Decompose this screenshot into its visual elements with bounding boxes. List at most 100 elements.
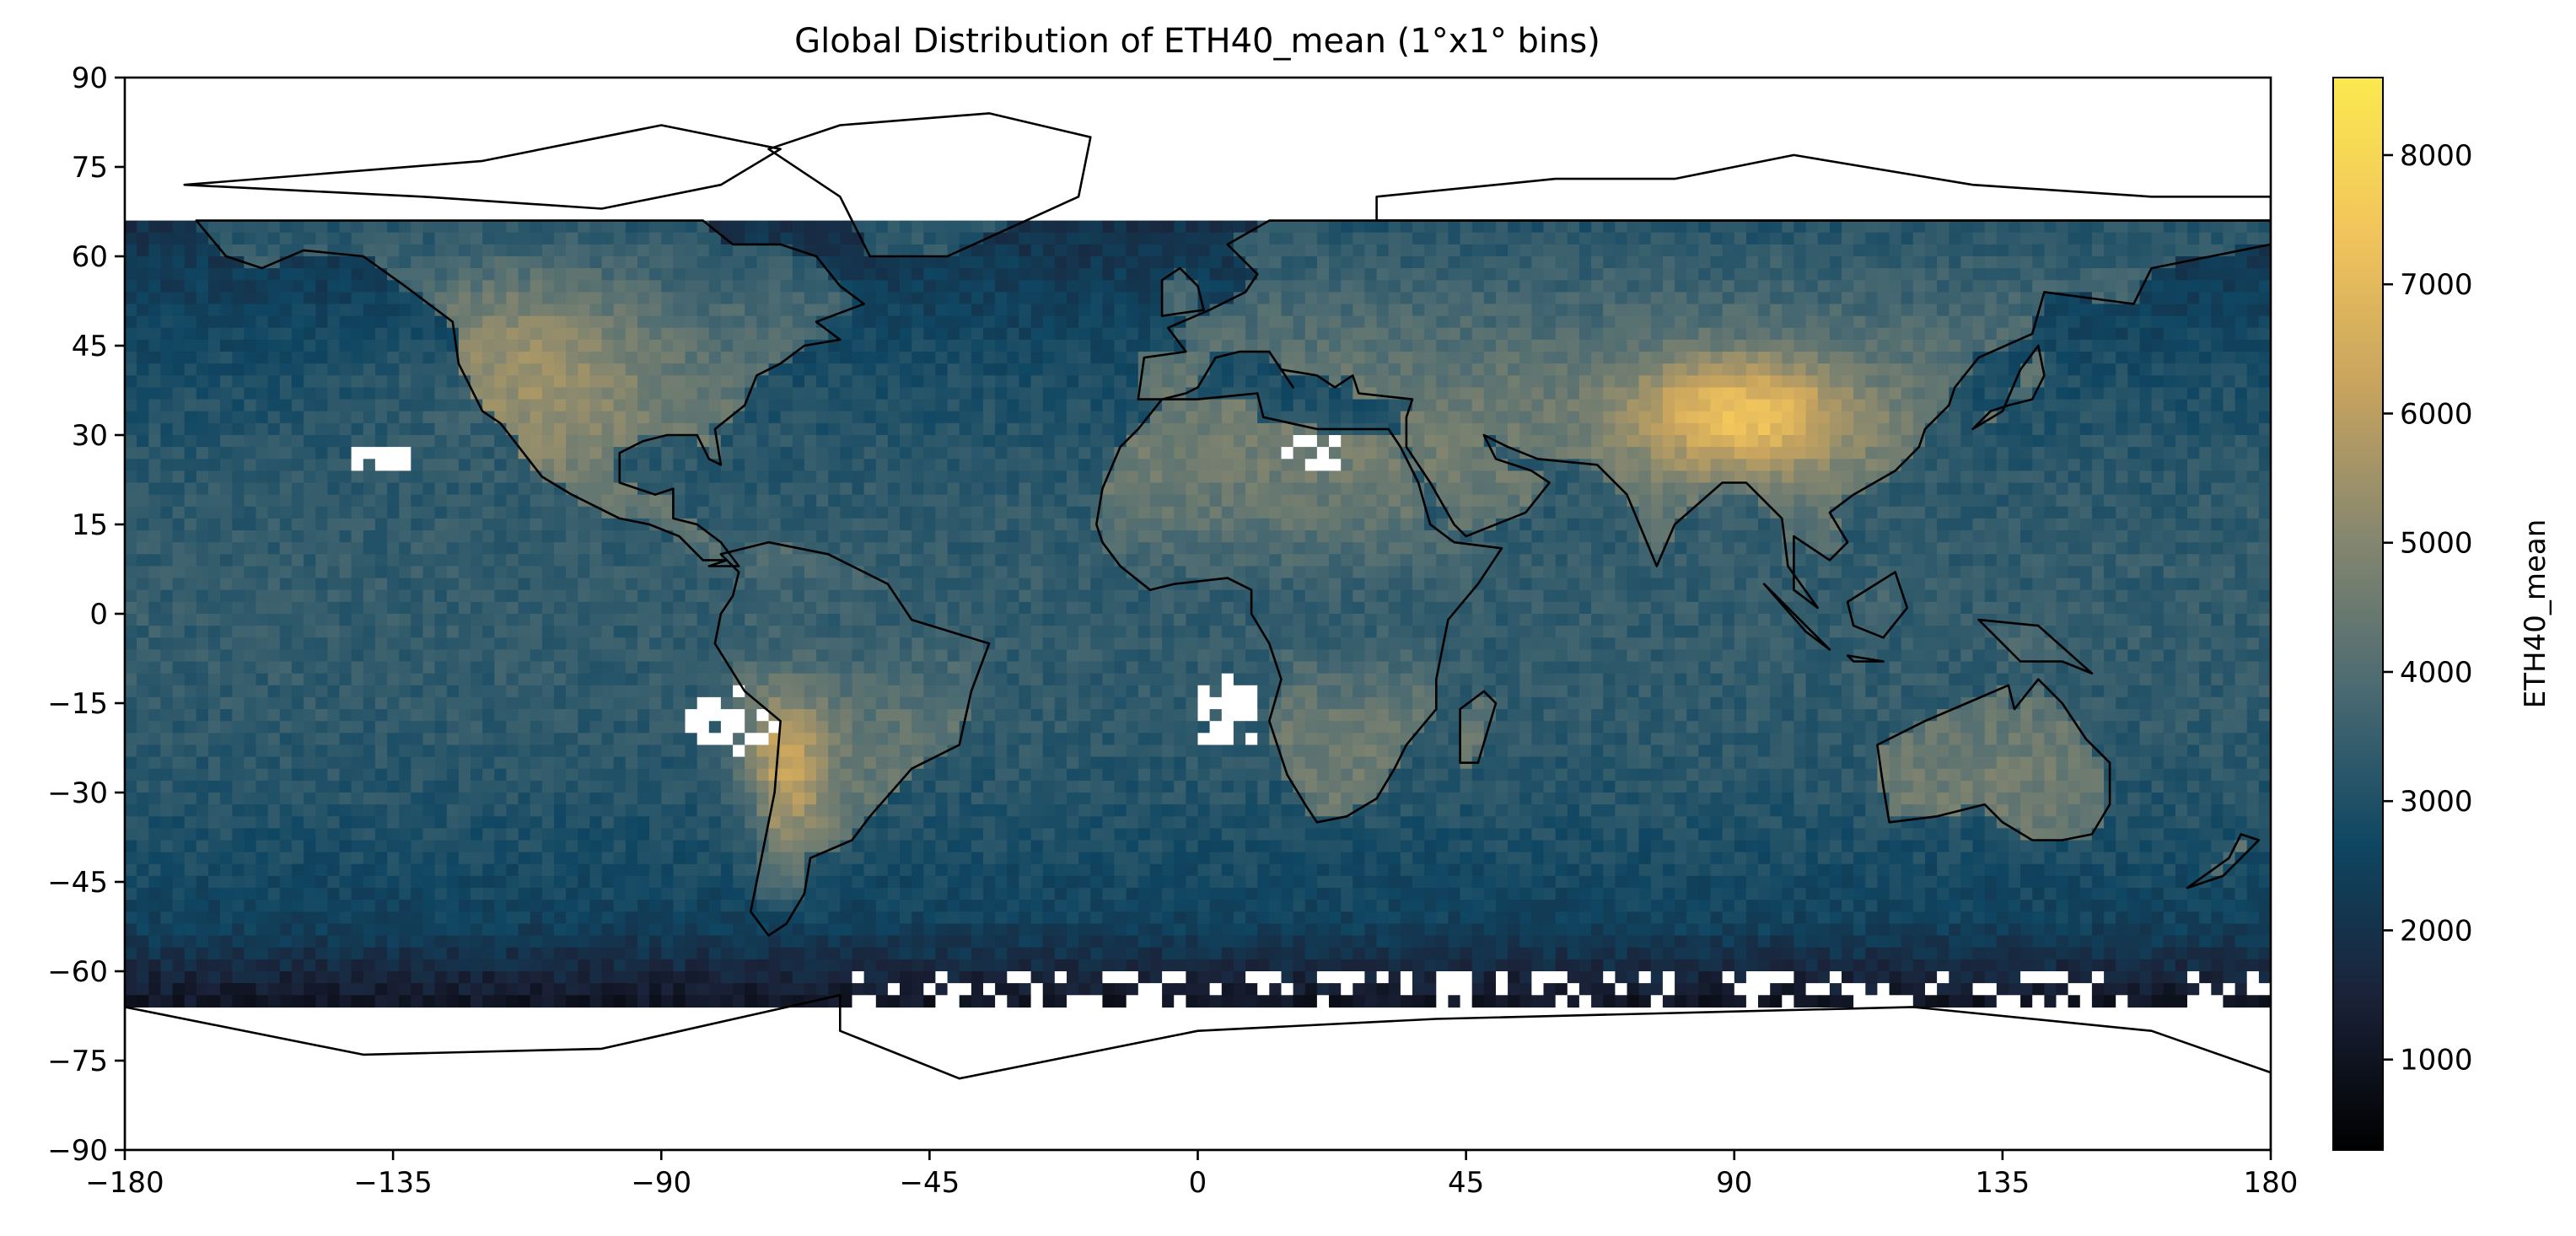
heatmap-cell bbox=[327, 256, 341, 269]
heatmap-cell bbox=[339, 387, 352, 400]
heatmap-cell bbox=[1865, 470, 1878, 484]
heatmap-cell bbox=[1591, 530, 1604, 543]
heatmap-cell bbox=[1591, 220, 1604, 234]
heatmap-cell bbox=[2139, 244, 2153, 257]
heatmap-cell bbox=[2187, 304, 2200, 317]
heatmap-cell bbox=[601, 232, 615, 245]
heatmap-cell bbox=[1877, 315, 1890, 329]
heatmap-cell bbox=[852, 459, 865, 471]
heatmap-cell bbox=[2199, 470, 2212, 484]
heatmap-cell bbox=[2139, 220, 2153, 234]
heatmap-cell bbox=[482, 506, 495, 519]
heatmap-cell bbox=[1293, 304, 1306, 317]
heatmap-cell bbox=[887, 256, 901, 269]
heatmap-cell bbox=[339, 459, 352, 471]
heatmap-cell bbox=[1090, 422, 1103, 436]
heatmap-cell bbox=[2235, 482, 2248, 496]
heatmap-cell bbox=[768, 422, 782, 436]
heatmap-cell bbox=[506, 518, 519, 531]
heatmap-cell bbox=[673, 542, 686, 555]
heatmap-cell bbox=[1030, 494, 1044, 508]
heatmap-cell bbox=[601, 542, 615, 555]
heatmap-cell bbox=[1853, 399, 1866, 412]
heatmap-cell bbox=[137, 304, 149, 317]
heatmap-cell bbox=[1567, 363, 1580, 376]
heatmap-cell bbox=[494, 494, 507, 508]
heatmap-cell bbox=[1842, 280, 1854, 293]
heatmap-cell bbox=[1209, 422, 1223, 436]
heatmap-cell bbox=[387, 363, 400, 376]
heatmap-cell bbox=[1341, 363, 1353, 376]
heatmap-cell bbox=[733, 304, 745, 317]
heatmap-cell bbox=[708, 315, 722, 329]
heatmap-cell bbox=[2008, 422, 2021, 436]
heatmap-cell bbox=[1698, 435, 1711, 448]
heatmap-cell bbox=[1578, 422, 1592, 436]
heatmap-cell bbox=[983, 422, 996, 436]
heatmap-cell bbox=[1209, 542, 1223, 555]
heatmap-cell bbox=[1960, 411, 1974, 424]
heatmap-cell bbox=[530, 447, 543, 459]
heatmap-cell bbox=[1281, 232, 1294, 245]
heatmap-cell bbox=[2223, 304, 2236, 317]
heatmap-cell bbox=[148, 530, 161, 543]
heatmap-cell bbox=[1233, 435, 1246, 448]
heatmap-cell bbox=[184, 411, 197, 424]
heatmap-cell bbox=[1770, 518, 1783, 531]
heatmap-cell bbox=[1627, 327, 1640, 341]
heatmap-cell bbox=[2258, 244, 2271, 257]
heatmap-cell bbox=[1460, 363, 1473, 376]
heatmap-cell bbox=[1745, 470, 1759, 484]
heatmap-cell bbox=[1937, 327, 1949, 341]
heatmap-cell bbox=[1794, 435, 1807, 448]
heatmap-cell bbox=[983, 435, 996, 448]
heatmap-cell bbox=[2056, 447, 2069, 459]
heatmap-cell bbox=[1304, 399, 1318, 412]
heatmap-cell bbox=[649, 327, 662, 341]
heatmap-cell bbox=[494, 375, 507, 388]
heatmap-cell bbox=[2044, 506, 2057, 519]
heatmap-cell bbox=[530, 256, 543, 269]
heatmap-cell bbox=[1019, 387, 1032, 400]
heatmap-cell bbox=[482, 315, 495, 329]
heatmap-cell bbox=[1042, 399, 1056, 412]
heatmap-cell bbox=[2068, 459, 2081, 471]
heatmap-cell bbox=[1794, 494, 1807, 508]
heatmap-cell bbox=[327, 339, 341, 352]
heatmap-cell bbox=[471, 363, 483, 376]
heatmap-cell bbox=[518, 352, 531, 364]
heatmap-cell bbox=[2258, 375, 2271, 388]
heatmap-cell bbox=[2068, 494, 2081, 508]
heatmap-cell bbox=[1615, 494, 1628, 508]
heatmap-cell bbox=[804, 399, 817, 412]
heatmap-cell bbox=[2079, 459, 2093, 471]
heatmap-cell bbox=[244, 422, 257, 436]
heatmap-cell bbox=[541, 411, 555, 424]
heatmap-cell bbox=[411, 304, 423, 317]
heatmap-cell bbox=[2008, 530, 2021, 543]
heatmap-cell bbox=[1901, 459, 1914, 471]
heatmap-cell bbox=[1638, 327, 1652, 341]
heatmap-cell bbox=[2175, 494, 2188, 508]
heatmap-cell bbox=[1197, 375, 1211, 388]
heatmap-cell bbox=[1436, 220, 1449, 234]
heatmap-cell bbox=[1448, 244, 1461, 257]
heatmap-cell bbox=[1829, 375, 1842, 388]
heatmap-cell bbox=[2104, 232, 2116, 245]
heatmap-cell bbox=[351, 387, 364, 400]
heatmap-cell bbox=[1269, 244, 1282, 257]
heatmap-cell bbox=[351, 292, 364, 305]
heatmap-cell bbox=[1877, 375, 1890, 388]
heatmap-cell bbox=[255, 352, 269, 364]
heatmap-cell bbox=[2187, 339, 2200, 352]
heatmap-cell bbox=[1186, 399, 1199, 412]
heatmap-cell bbox=[1126, 375, 1139, 388]
heatmap-cell bbox=[1519, 339, 1532, 352]
heatmap-cell bbox=[1686, 459, 1699, 471]
heatmap-cell bbox=[816, 459, 829, 471]
heatmap-cell bbox=[1209, 232, 1223, 245]
heatmap-cell bbox=[2258, 363, 2271, 376]
heatmap-cell bbox=[971, 482, 984, 496]
heatmap-cell bbox=[840, 542, 852, 555]
heatmap-cell bbox=[1281, 280, 1294, 293]
